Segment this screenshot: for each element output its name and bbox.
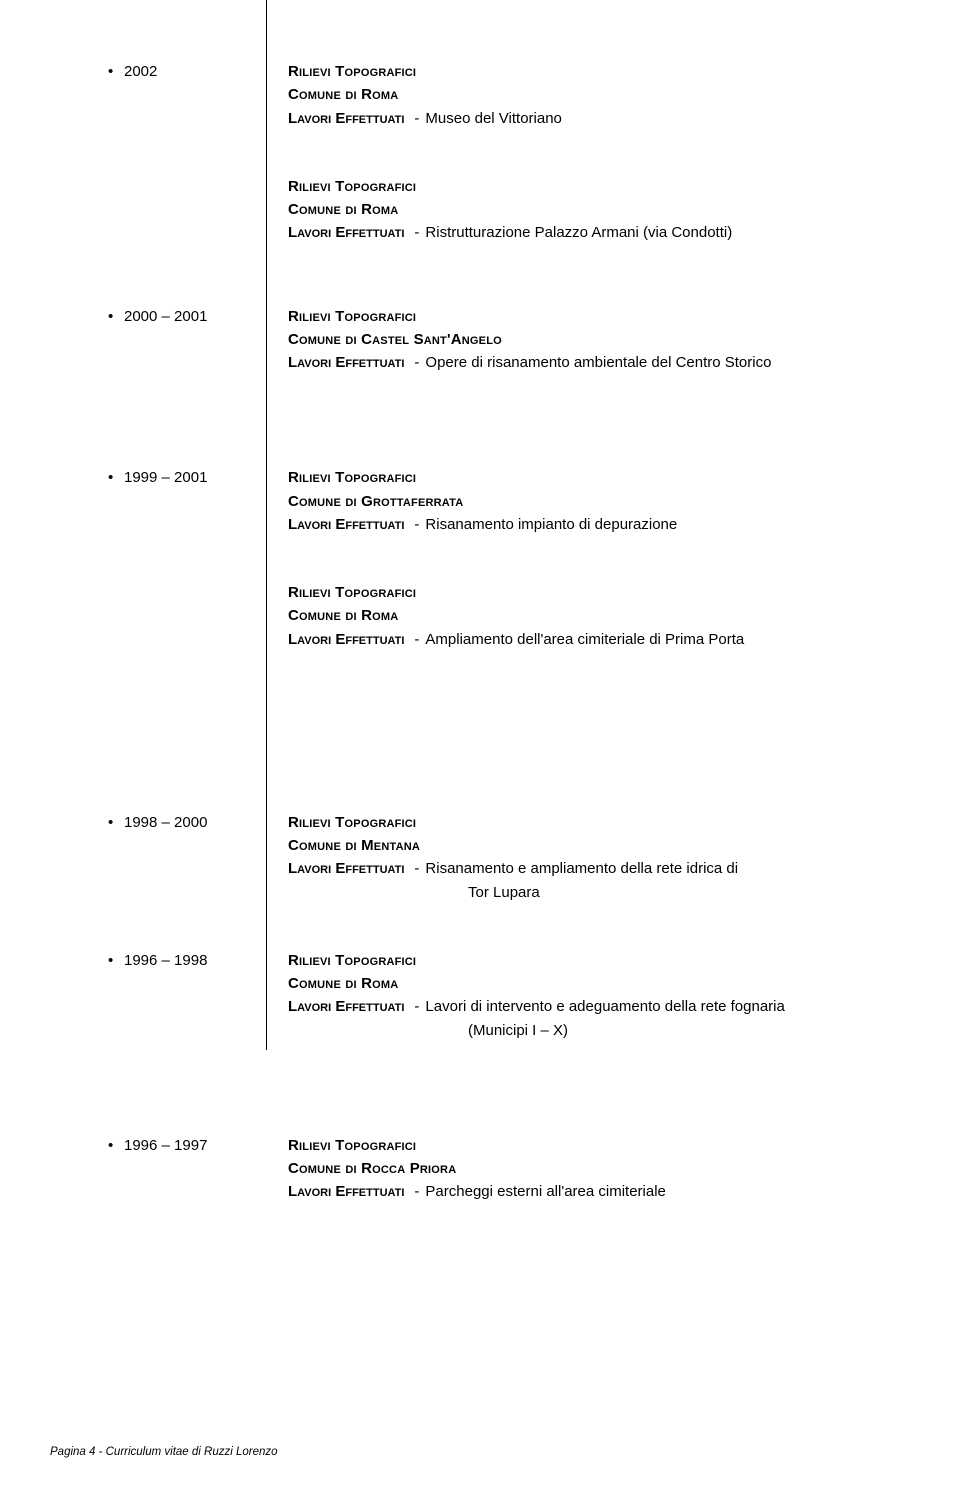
lavori-row: Lavori Effettuati - Ristrutturazione Pal… bbox=[288, 221, 732, 244]
lavori-label: Lavori Effettuati bbox=[288, 857, 404, 880]
rilievi-heading: Rilievi Topografici bbox=[288, 949, 785, 972]
page-footer: Pagina 4 - Curriculum vitae di Ruzzi Lor… bbox=[50, 1446, 278, 1458]
lavori-desc: Ristrutturazione Palazzo Armani (via Con… bbox=[425, 221, 732, 244]
comune-heading: Comune di Castel Sant'Angelo bbox=[288, 328, 771, 351]
lavori-label: Lavori Effettuati bbox=[288, 1180, 404, 1203]
lavori-row: Lavori Effettuati - Opere di risanamento… bbox=[288, 351, 771, 374]
cv-entry: Rilievi Topografici Comune di Roma Lavor… bbox=[0, 581, 960, 651]
cv-entry: • 1996 – 1997 Rilievi Topografici Comune… bbox=[0, 1134, 960, 1204]
lavori-label: Lavori Effettuati bbox=[288, 628, 404, 651]
cv-entry: Rilievi Topografici Comune di Roma Lavor… bbox=[0, 175, 960, 245]
footer-prefix: Pagina 4 - Curriculum vitae di bbox=[50, 1446, 204, 1458]
rilievi-heading: Rilievi Topografici bbox=[288, 811, 738, 834]
dash: - bbox=[404, 221, 425, 244]
cv-entry: • 2000 – 2001 Rilievi Topografici Comune… bbox=[0, 305, 960, 375]
comune-heading: Comune di Mentana bbox=[288, 834, 738, 857]
footer-name: Ruzzi Lorenzo bbox=[204, 1446, 278, 1458]
entry-content: Rilievi Topografici Comune di Roma Lavor… bbox=[266, 949, 785, 1042]
comune-heading: Comune di Roma bbox=[288, 83, 562, 106]
entry-year-cell: • 2002 bbox=[0, 60, 266, 83]
rilievi-heading: Rilievi Topografici bbox=[288, 581, 744, 604]
bullet-icon: • bbox=[108, 1134, 124, 1157]
lavori-desc: Opere di risanamento ambientale del Cent… bbox=[425, 351, 771, 374]
comune-heading: Comune di Grottaferrata bbox=[288, 490, 677, 513]
entry-content: Rilievi Topografici Comune di Mentana La… bbox=[266, 811, 738, 904]
entry-year-cell: • 1998 – 2000 bbox=[0, 811, 266, 834]
entry-content: Rilievi Topografici Comune di Roma Lavor… bbox=[266, 60, 562, 130]
dash: - bbox=[404, 628, 425, 651]
bullet-icon: • bbox=[108, 949, 124, 972]
cv-entry: • 1996 – 1998 Rilievi Topografici Comune… bbox=[0, 949, 960, 1042]
dash: - bbox=[404, 1180, 425, 1203]
dash: - bbox=[404, 995, 425, 1018]
entry-content: Rilievi Topografici Comune di Roma Lavor… bbox=[266, 581, 744, 651]
dash: - bbox=[404, 351, 425, 374]
rilievi-heading: Rilievi Topografici bbox=[288, 1134, 666, 1157]
cv-entry: • 1998 – 2000 Rilievi Topografici Comune… bbox=[0, 811, 960, 904]
lavori-label: Lavori Effettuati bbox=[288, 351, 404, 374]
lavori-label: Lavori Effettuati bbox=[288, 995, 404, 1018]
entry-content: Rilievi Topografici Comune di Castel San… bbox=[266, 305, 771, 375]
lavori-label: Lavori Effettuati bbox=[288, 221, 404, 244]
lavori-row: Lavori Effettuati - Parcheggi esterni al… bbox=[288, 1180, 666, 1203]
lavori-desc: Ampliamento dell'area cimiteriale di Pri… bbox=[425, 628, 744, 651]
entry-year-cell: • 2000 – 2001 bbox=[0, 305, 266, 328]
bullet-icon: • bbox=[108, 811, 124, 834]
lavori-row: Lavori Effettuati - Risanamento e amplia… bbox=[288, 857, 738, 880]
cv-entry: • 1999 – 2001 Rilievi Topografici Comune… bbox=[0, 466, 960, 536]
entry-content: Rilievi Topografici Comune di Grottaferr… bbox=[266, 466, 677, 536]
lavori-label: Lavori Effettuati bbox=[288, 513, 404, 536]
entry-year-cell: • 1996 – 1997 bbox=[0, 1134, 266, 1157]
entry-year-cell: • 1999 – 2001 bbox=[0, 466, 266, 489]
cv-page: • 2002 Rilievi Topografici Comune di Rom… bbox=[0, 0, 960, 1204]
lavori-label: Lavori Effettuati bbox=[288, 107, 404, 130]
bullet-icon: • bbox=[108, 305, 124, 328]
lavori-desc-line2: (Municipi I – X) bbox=[288, 1019, 785, 1042]
lavori-row: Lavori Effettuati - Ampliamento dell'are… bbox=[288, 628, 744, 651]
lavori-row: Lavori Effettuati - Lavori di intervento… bbox=[288, 995, 785, 1018]
comune-heading: Comune di Roma bbox=[288, 604, 744, 627]
rilievi-heading: Rilievi Topografici bbox=[288, 60, 562, 83]
comune-heading: Comune di Roma bbox=[288, 972, 785, 995]
comune-heading: Comune di Rocca Priora bbox=[288, 1157, 666, 1180]
rilievi-heading: Rilievi Topografici bbox=[288, 175, 732, 198]
entry-content: Rilievi Topografici Comune di Roma Lavor… bbox=[266, 175, 732, 245]
rilievi-heading: Rilievi Topografici bbox=[288, 466, 677, 489]
dash: - bbox=[404, 107, 425, 130]
comune-heading: Comune di Roma bbox=[288, 198, 732, 221]
lavori-desc: Parcheggi esterni all'area cimiteriale bbox=[425, 1180, 665, 1203]
dash: - bbox=[404, 513, 425, 536]
lavori-row: Lavori Effettuati - Risanamento impianto… bbox=[288, 513, 677, 536]
cv-entry: • 2002 Rilievi Topografici Comune di Rom… bbox=[0, 60, 960, 130]
entry-content: Rilievi Topografici Comune di Rocca Prio… bbox=[266, 1134, 666, 1204]
entry-year: 1996 – 1998 bbox=[124, 949, 207, 972]
entry-year: 1999 – 2001 bbox=[124, 466, 207, 489]
lavori-desc: Museo del Vittoriano bbox=[425, 107, 561, 130]
lavori-row: Lavori Effettuati - Museo del Vittoriano bbox=[288, 107, 562, 130]
lavori-desc: Lavori di intervento e adeguamento della… bbox=[425, 995, 784, 1018]
rilievi-heading: Rilievi Topografici bbox=[288, 305, 771, 328]
entry-year: 2002 bbox=[124, 60, 157, 83]
dash: - bbox=[404, 857, 425, 880]
lavori-desc: Risanamento impianto di depurazione bbox=[425, 513, 677, 536]
entry-year-cell: • 1996 – 1998 bbox=[0, 949, 266, 972]
entry-year: 1998 – 2000 bbox=[124, 811, 207, 834]
entry-year: 2000 – 2001 bbox=[124, 305, 207, 328]
bullet-icon: • bbox=[108, 466, 124, 489]
lavori-desc-line2: Tor Lupara bbox=[288, 881, 738, 904]
entry-year: 1996 – 1997 bbox=[124, 1134, 207, 1157]
bullet-icon: • bbox=[108, 60, 124, 83]
lavori-desc: Risanamento e ampliamento della rete idr… bbox=[425, 857, 738, 880]
